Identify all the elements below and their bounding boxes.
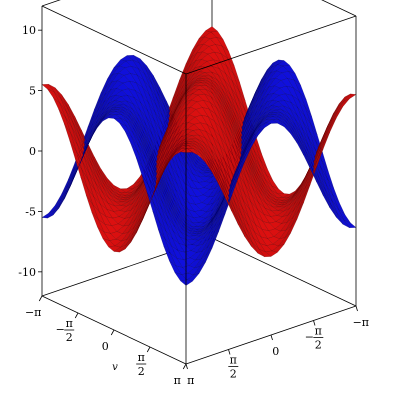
y-tick-label: −π <box>353 316 369 329</box>
x-tick-denominator: 2 <box>138 365 145 378</box>
x-tick-minus: − <box>56 323 65 336</box>
y-tick-numerator: π <box>315 324 322 337</box>
x-tick-label: −π <box>25 306 41 319</box>
x-tick <box>146 346 151 353</box>
box-edge-back-top <box>321 0 357 17</box>
x-tick <box>182 363 187 370</box>
box-edge-front-top <box>185 15 357 75</box>
box-edge-back-bottom <box>211 237 357 307</box>
z-tick-label: 5 <box>29 85 36 98</box>
x-tick <box>38 295 43 302</box>
x-tick <box>74 312 79 319</box>
x-tick-numerator: π <box>138 351 145 364</box>
x-tick <box>110 329 115 336</box>
z-tick-label: -10 <box>18 266 36 279</box>
y-tick <box>355 305 358 312</box>
y-tick <box>313 320 316 326</box>
x-tick-denominator: 2 <box>66 331 73 344</box>
y-tick <box>228 349 231 355</box>
box-edge-front-top <box>41 5 187 75</box>
blue-surface-patch <box>53 192 67 212</box>
blue-surface-patch <box>180 279 193 286</box>
y-tick-denominator: 2 <box>315 338 322 351</box>
y-tick-minus: − <box>305 330 314 343</box>
x-tick-label: π <box>174 374 181 387</box>
z-tick-label: -5 <box>25 205 36 218</box>
blue-surface-patch <box>60 176 73 201</box>
z-tick-label: 0 <box>29 145 36 158</box>
y-tick-denominator: 2 <box>230 368 237 381</box>
y-tick <box>270 334 273 341</box>
x-tick-numerator: π <box>66 317 73 330</box>
box-edge-back-top <box>41 0 61 7</box>
y-tick-label: π <box>187 374 194 387</box>
y-tick-numerator: π <box>230 354 237 367</box>
x-axis-label: v <box>112 362 118 373</box>
z-tick-label: 10 <box>22 24 36 37</box>
y-tick-label: 0 <box>272 345 279 358</box>
surfaces <box>41 26 357 286</box>
y-tick <box>185 363 188 370</box>
x-tick-label: 0 <box>102 340 109 353</box>
